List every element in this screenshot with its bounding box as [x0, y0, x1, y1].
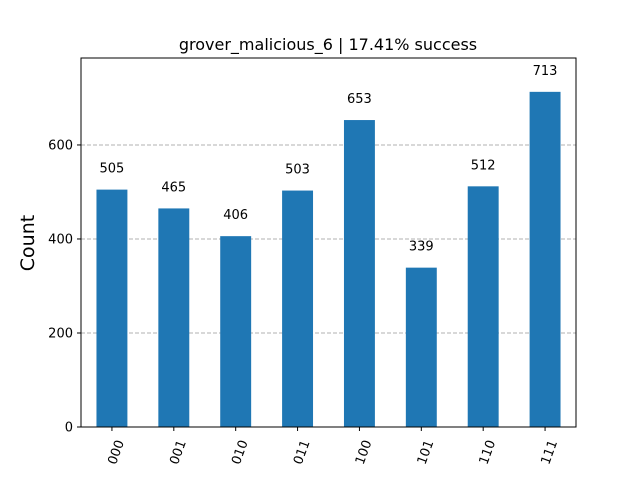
data-label-000: 505	[100, 162, 125, 177]
y-axis-ticks: 0 200 400 600	[48, 138, 81, 436]
bar-100	[343, 120, 375, 428]
data-label-010: 406	[223, 208, 248, 223]
data-label-101: 339	[409, 240, 434, 255]
bar-101	[405, 267, 437, 427]
y-tick-label-400: 400	[48, 232, 73, 247]
data-label-100: 653	[347, 92, 372, 107]
bar-110	[467, 186, 499, 427]
data-labels: 505 465 406 503 653 339 512 713	[100, 64, 558, 255]
grid-lines	[81, 144, 576, 334]
bar-001	[158, 208, 190, 427]
bar-000	[96, 189, 128, 427]
y-axis-label: Count	[17, 215, 39, 271]
y-tick-label-0: 0	[65, 421, 73, 436]
bar-111	[529, 91, 561, 427]
bar-011	[282, 190, 314, 427]
y-tick-label-200: 200	[48, 326, 73, 341]
chart-title: grover_malicious_6 | 17.41% success	[179, 35, 477, 55]
data-label-001: 465	[161, 180, 186, 195]
data-label-011: 503	[285, 163, 310, 178]
bar-010	[220, 236, 252, 427]
y-tick-label-600: 600	[48, 138, 73, 153]
bars	[96, 91, 561, 428]
data-label-110: 512	[471, 158, 496, 173]
data-label-111: 713	[533, 64, 558, 79]
plot-frame	[80, 57, 577, 428]
